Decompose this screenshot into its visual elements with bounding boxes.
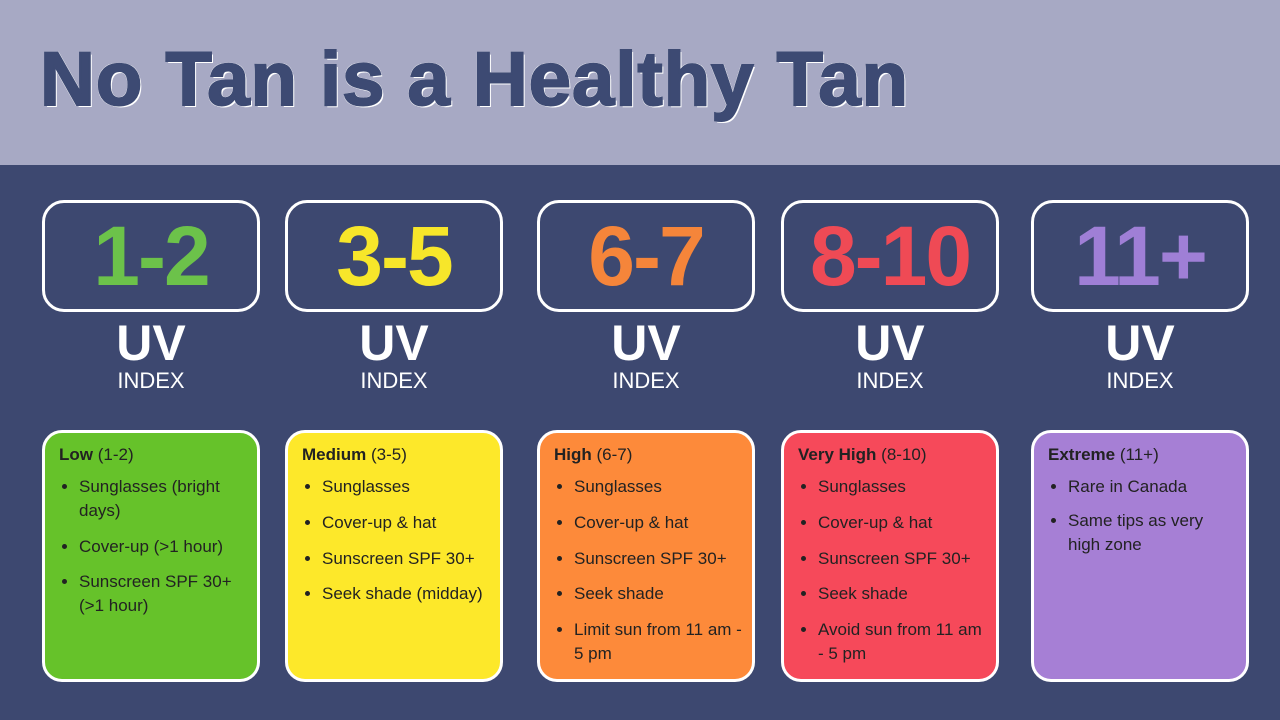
tip: Sunscreen SPF 30+ [818, 547, 986, 571]
tip-list: Sunglasses (bright days) Cover-up (>1 hou… [45, 475, 257, 618]
level-range: (1-2) [97, 445, 134, 464]
level-heading: High (6-7) [554, 445, 752, 465]
level-heading: Medium (3-5) [302, 445, 500, 465]
info-box: Low (1-2) Sunglasses (bright days) Cover-u… [42, 430, 260, 682]
uv-label: UV [611, 315, 681, 371]
title: No Tan is a Healthy Tan [39, 37, 910, 122]
info-box: High (6-7) Sunglasses Cover-up & hat Sunscr… [537, 430, 755, 682]
level-name: Extreme [1048, 445, 1116, 464]
level-range: (8-10) [881, 445, 927, 464]
index-label: INDEX [612, 368, 680, 393]
level-range: (3-5) [370, 445, 407, 464]
uv-range: 11+ [1031, 200, 1249, 312]
tip: Cover-up & hat [574, 511, 742, 535]
uv-range: 6-7 [537, 200, 755, 312]
tip: Sunglasses [574, 475, 742, 499]
tip-list: Sunglasses Cover-up & hat Sunscreen SPF 30… [784, 475, 996, 666]
tip: Sunglasses [322, 475, 490, 499]
level-name: Low [59, 445, 93, 464]
tip-list: Rare in Canada Same tips as very high zon… [1034, 475, 1246, 556]
index-label: INDEX [1106, 368, 1174, 393]
tip: Same tips as very high zone [1068, 509, 1236, 557]
info-box: Extreme (11+) Rare in Canada Same tips as … [1031, 430, 1249, 682]
level-name: High [554, 445, 592, 464]
header: No Tan is a Healthy Tan [0, 0, 1280, 165]
tip: Limit sun from 11 am - 5 pm [574, 618, 742, 666]
uv-label: UV [855, 315, 925, 371]
tip-list: Sunglasses Cover-up & hat Sunscreen SPF 30… [540, 475, 752, 666]
level-name: Medium [302, 445, 367, 464]
index-label: INDEX [856, 368, 924, 393]
level-heading: Low (1-2) [59, 445, 257, 465]
level-range: (11+) [1119, 445, 1159, 464]
level-name: Very High [798, 445, 877, 464]
tip: Cover-up & hat [322, 511, 490, 535]
level-heading: Very High (8-10) [798, 445, 996, 465]
tip-list: Sunglasses Cover-up & hat Sunscreen SPF 30… [288, 475, 500, 606]
uv-label: UV [116, 315, 186, 371]
uv-range: 8-10 [781, 200, 999, 312]
tip: Sunscreen SPF 30+ (>1 hour) [79, 570, 247, 618]
uv-range: 1-2 [42, 200, 260, 312]
index-label: INDEX [117, 368, 185, 393]
tip: Seek shade [574, 582, 742, 606]
level-range: (6-7) [596, 445, 633, 464]
tip: Sunscreen SPF 30+ [574, 547, 742, 571]
tip: Seek shade (midday) [322, 582, 490, 606]
uv-range: 3-5 [285, 200, 503, 312]
tip: Sunscreen SPF 30+ [322, 547, 490, 571]
info-box: Very High (8-10) Sunglasses Cover-up & hat… [781, 430, 999, 682]
index-label: INDEX [360, 368, 428, 393]
tip: Avoid sun from 11 am - 5 pm [818, 618, 986, 666]
uv-label: UV [1105, 315, 1175, 371]
level-heading: Extreme (11+) [1048, 445, 1246, 465]
tip: Cover-up & hat [818, 511, 986, 535]
tip: Seek shade [818, 582, 986, 606]
uv-label: UV [359, 315, 429, 371]
tip: Cover-up (>1 hour) [79, 535, 247, 559]
tip: Rare in Canada [1068, 475, 1236, 499]
info-box: Medium (3-5) Sunglasses Cover-up & hat Suns… [285, 430, 503, 682]
tip: Sunglasses [818, 475, 986, 499]
tip: Sunglasses (bright days) [79, 475, 247, 523]
